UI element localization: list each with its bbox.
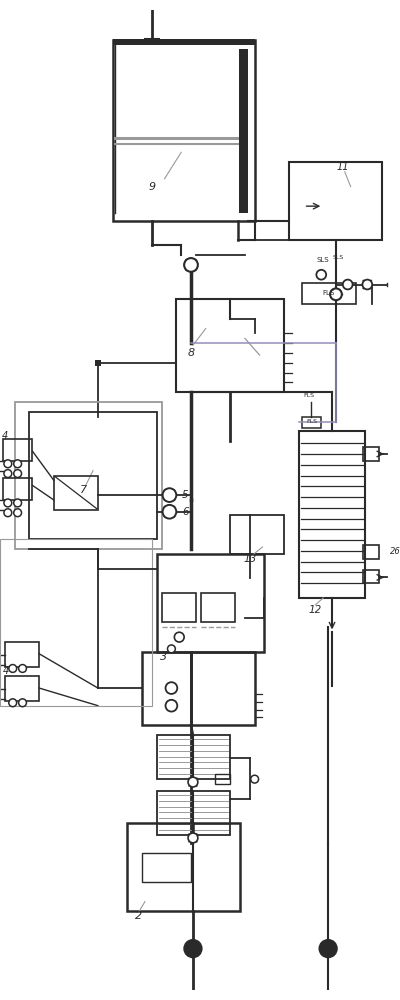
Bar	[157, 791, 230, 835]
Circle shape	[162, 505, 176, 519]
Circle shape	[343, 280, 353, 289]
Circle shape	[184, 940, 202, 957]
Text: 11: 11	[336, 162, 349, 172]
Bar	[127, 823, 240, 911]
Circle shape	[362, 280, 372, 289]
Circle shape	[162, 488, 176, 502]
Bar	[54, 476, 98, 510]
Circle shape	[14, 499, 22, 507]
Text: 9: 9	[148, 182, 155, 192]
Bar	[29, 412, 157, 539]
Bar	[3, 439, 32, 461]
Circle shape	[251, 775, 258, 783]
Bar	[299, 431, 365, 598]
Bar	[216, 774, 230, 784]
Text: 13: 13	[243, 554, 256, 564]
Text: FLS: FLS	[322, 290, 334, 296]
Circle shape	[4, 460, 12, 468]
Text: 8: 8	[188, 348, 194, 358]
Circle shape	[19, 699, 26, 707]
Text: FLS: FLS	[303, 393, 314, 398]
Text: 6: 6	[182, 507, 189, 517]
Circle shape	[188, 777, 198, 787]
Circle shape	[19, 665, 26, 672]
Circle shape	[330, 288, 342, 300]
Bar	[113, 40, 255, 221]
Circle shape	[168, 645, 175, 653]
Bar	[157, 554, 264, 652]
Circle shape	[4, 499, 12, 507]
Bar	[176, 299, 284, 392]
Text: FLS: FLS	[306, 419, 317, 424]
Text: 12: 12	[308, 605, 322, 615]
Bar	[15, 402, 162, 549]
Circle shape	[166, 682, 177, 694]
Text: 26: 26	[390, 547, 400, 556]
Bar	[5, 642, 39, 667]
Circle shape	[184, 258, 198, 272]
Circle shape	[14, 509, 22, 517]
Bar	[5, 676, 39, 701]
Text: 3: 3	[160, 652, 167, 662]
Bar	[289, 162, 382, 240]
Text: SLS: SLS	[317, 257, 330, 263]
Bar	[0, 539, 152, 706]
Circle shape	[14, 470, 22, 477]
Circle shape	[9, 665, 17, 672]
Bar	[162, 593, 196, 622]
Text: 4: 4	[2, 431, 8, 441]
Circle shape	[174, 632, 184, 642]
Bar	[113, 39, 255, 45]
Circle shape	[9, 699, 17, 707]
Text: 4: 4	[3, 666, 9, 676]
Text: 5: 5	[182, 490, 189, 500]
Text: SLS: SLS	[332, 255, 344, 260]
Circle shape	[319, 940, 337, 957]
Bar	[3, 478, 32, 500]
Bar	[239, 49, 248, 213]
Bar	[363, 545, 379, 559]
Bar	[142, 853, 191, 882]
Circle shape	[188, 833, 198, 843]
Bar	[201, 593, 235, 622]
Circle shape	[4, 509, 12, 517]
Text: 7: 7	[80, 485, 87, 495]
Bar	[230, 515, 284, 554]
Bar	[142, 652, 255, 725]
Text: 2: 2	[135, 911, 142, 921]
Bar	[363, 570, 379, 583]
Bar	[302, 283, 356, 304]
Circle shape	[14, 460, 22, 468]
Circle shape	[4, 470, 12, 477]
Circle shape	[316, 270, 326, 280]
Bar	[157, 735, 230, 779]
Circle shape	[166, 700, 177, 712]
Bar	[302, 417, 321, 428]
Bar	[363, 447, 379, 461]
Bar	[95, 360, 101, 366]
